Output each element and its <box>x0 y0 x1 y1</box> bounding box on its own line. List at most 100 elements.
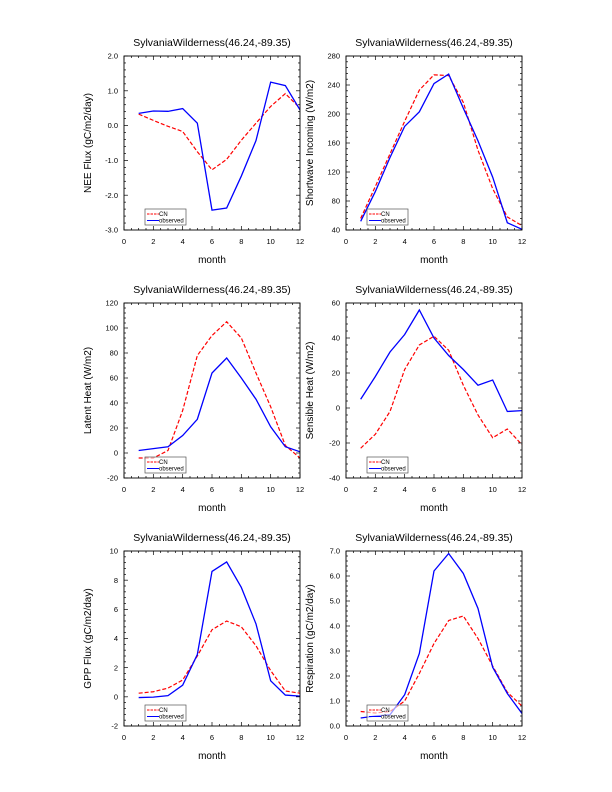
chart-title: SylvaniaWilderness(46.24,-89.35) <box>355 37 513 49</box>
legend-label: observed <box>381 715 406 721</box>
y-tick-label: 120 <box>105 299 118 308</box>
legend-label: CN <box>159 460 168 466</box>
x-tick-label: 6 <box>210 237 214 246</box>
y-tick-label: 6.0 <box>330 572 340 581</box>
y-tick-label: -20 <box>107 474 118 483</box>
y-axis-label: Sensible Heat (W/m2) <box>305 342 316 440</box>
x-tick-label: 10 <box>266 733 274 742</box>
x-axis-label: month <box>420 751 448 762</box>
x-axis-label: month <box>420 503 448 514</box>
y-tick-label: 8 <box>114 576 118 585</box>
series-line-cn <box>138 92 300 171</box>
x-tick-label: 10 <box>488 733 496 742</box>
x-tick-label: 6 <box>432 733 436 742</box>
x-tick-label: 0 <box>344 237 348 246</box>
plot-frame <box>345 302 523 479</box>
x-tick-label: 4 <box>403 733 407 742</box>
x-tick-label: 4 <box>403 485 407 494</box>
chart-title: SylvaniaWilderness(46.24,-89.35) <box>355 284 513 296</box>
x-tick-label: 8 <box>239 733 243 742</box>
series-line-observed <box>360 552 522 719</box>
y-tick-label: 80 <box>332 197 340 206</box>
x-tick-label: 6 <box>432 237 436 246</box>
chart-title: SylvaniaWilderness(46.24,-89.35) <box>355 532 513 544</box>
x-tick-label: 2 <box>373 485 377 494</box>
x-tick-label: 10 <box>488 237 496 246</box>
y-tick-label: 3.0 <box>330 647 340 656</box>
x-tick-label: 2 <box>151 237 155 246</box>
x-tick-label: 12 <box>518 237 526 246</box>
y-tick-label: 40 <box>332 226 340 235</box>
y-tick-label: 0.0 <box>108 121 118 130</box>
y-tick-label: 20 <box>332 369 340 378</box>
x-tick-label: 4 <box>403 237 407 246</box>
chart-panel-6: SylvaniaWilderness(46.24,-89.35) 0 2 4 6 8 10 1… <box>305 532 526 762</box>
y-tick-label: 7.0 <box>330 547 340 556</box>
y-tick-label: 120 <box>327 168 340 177</box>
x-tick-label: 4 <box>181 237 185 246</box>
legend-label: CN <box>381 460 390 466</box>
y-tick-label: -1.0 <box>105 156 118 165</box>
x-tick-label: 2 <box>151 733 155 742</box>
series-line-cn <box>138 320 300 459</box>
y-tick-label: 60 <box>332 299 340 308</box>
y-tick-label: 2 <box>114 663 118 672</box>
legend-label: observed <box>159 467 184 473</box>
series-line-observed <box>138 356 300 453</box>
x-tick-label: 8 <box>239 237 243 246</box>
y-tick-label: 20 <box>110 424 118 433</box>
x-tick-label: 12 <box>518 733 526 742</box>
x-axis-label: month <box>198 503 226 514</box>
y-axis-label: NEE Flux (gC/m2/day) <box>83 93 94 193</box>
x-tick-label: 2 <box>151 485 155 494</box>
y-tick-label: 60 <box>110 374 118 383</box>
x-axis-label: month <box>420 255 448 266</box>
x-tick-label: 6 <box>210 733 214 742</box>
legend-label: CN <box>159 708 168 714</box>
series-line-cn <box>360 335 522 449</box>
series-line-cn <box>138 620 300 694</box>
series-line-observed <box>360 308 522 413</box>
chart-panel-1: SylvaniaWilderness(46.24,-89.35) 0 2 4 6 8 10 1… <box>83 37 304 266</box>
series-line-cn <box>360 615 522 714</box>
y-tick-label: -2 <box>111 722 118 731</box>
x-tick-label: 2 <box>373 733 377 742</box>
x-tick-label: 8 <box>461 733 465 742</box>
chart-title: SylvaniaWilderness(46.24,-89.35) <box>133 284 291 296</box>
x-axis-label: month <box>198 751 226 762</box>
series-line-observed <box>138 561 300 699</box>
x-axis-label: month <box>198 255 226 266</box>
chart-panel-4: SylvaniaWilderness(46.24,-89.35) 0 2 4 6 8 10 1… <box>305 284 526 514</box>
legend-label: CN <box>381 212 390 218</box>
x-tick-label: 10 <box>488 485 496 494</box>
y-axis-label: Shortwave Incoming (W/m2) <box>305 80 316 206</box>
x-tick-label: 12 <box>296 485 304 494</box>
plot-frame <box>123 550 301 727</box>
x-tick-label: 0 <box>344 485 348 494</box>
y-tick-label: 4.0 <box>330 622 340 631</box>
y-tick-label: 280 <box>327 52 340 61</box>
x-tick-label: 6 <box>210 485 214 494</box>
y-tick-label: -20 <box>329 439 340 448</box>
y-tick-label: 1.0 <box>330 697 340 706</box>
x-tick-label: 10 <box>266 237 274 246</box>
chart-panel-2: SylvaniaWilderness(46.24,-89.35) 0 2 4 6 8 10 1… <box>305 37 526 266</box>
y-tick-label: 0 <box>114 692 118 701</box>
x-tick-label: 0 <box>344 733 348 742</box>
x-tick-label: 6 <box>432 485 436 494</box>
legend-label: observed <box>381 219 406 225</box>
y-tick-label: 40 <box>110 399 118 408</box>
y-axis-label: Latent Heat (W/m2) <box>83 347 94 434</box>
y-tick-label: 100 <box>105 324 118 333</box>
y-tick-label: 0.0 <box>330 722 340 731</box>
legend-label: observed <box>381 467 406 473</box>
y-tick-label: -3.0 <box>105 226 118 235</box>
legend-label: CN <box>159 212 168 218</box>
